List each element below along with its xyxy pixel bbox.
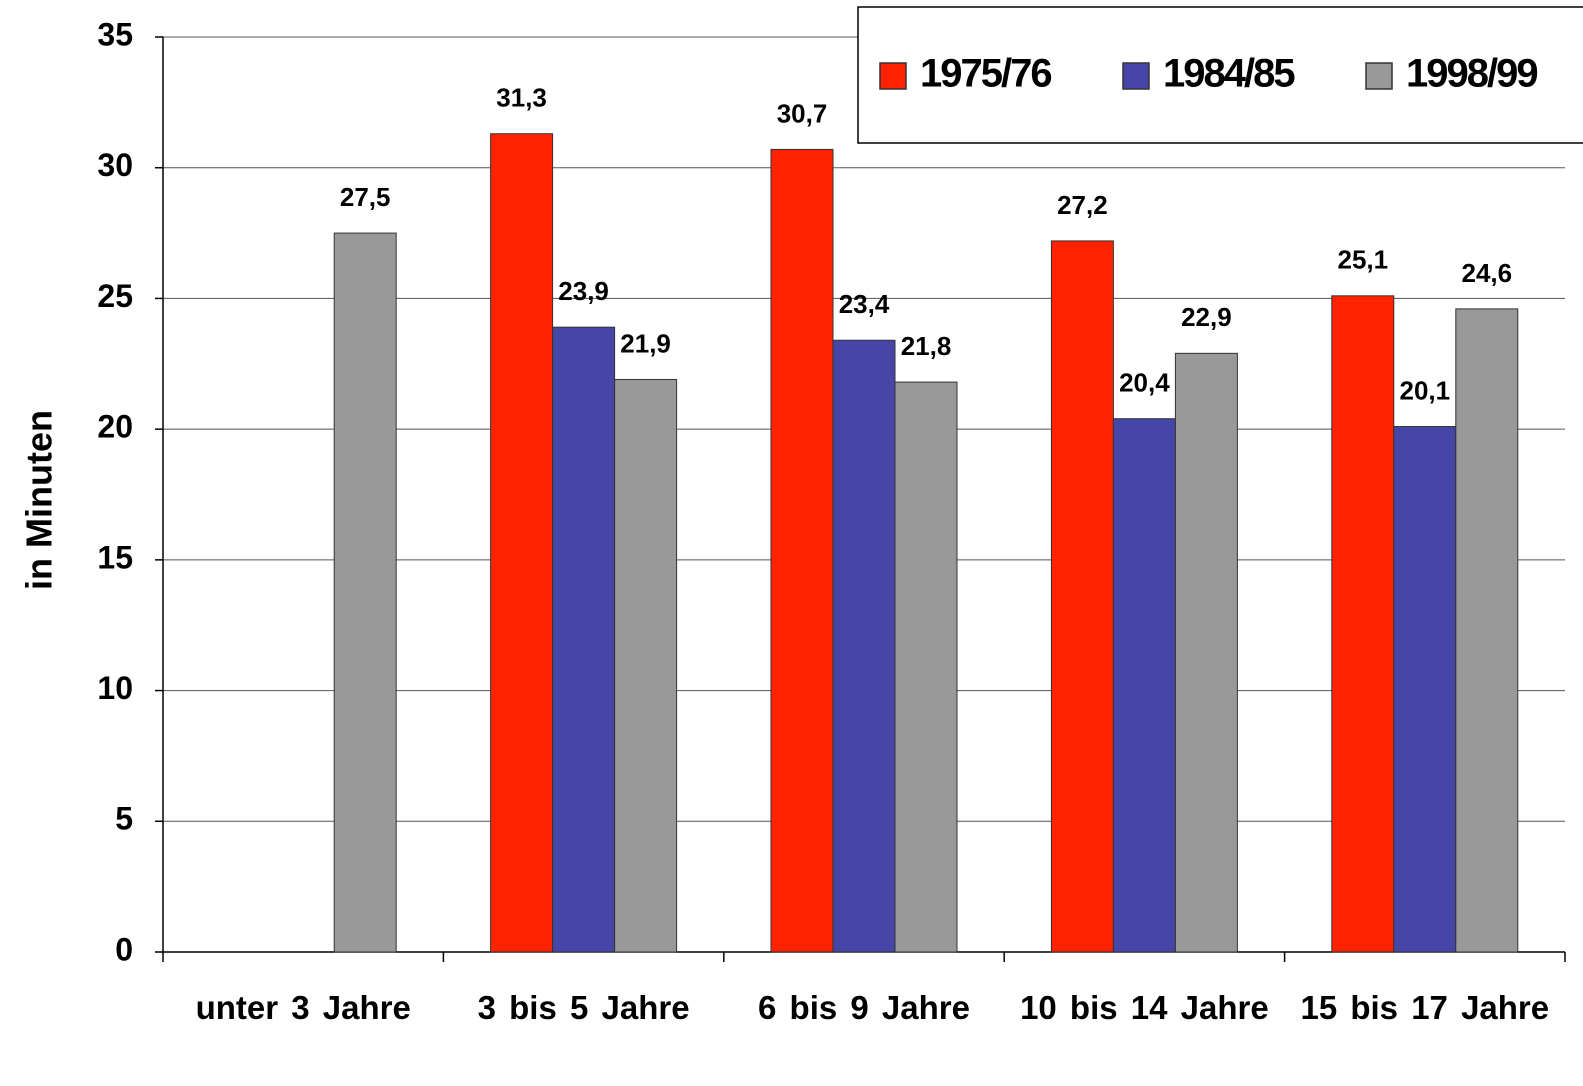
data-label: 27,5 [340,182,391,212]
bar [832,339,896,953]
legend-label: 1975/76 [920,52,1051,96]
data-label: 27,2 [1057,190,1108,220]
legend-label: 1984/85 [1163,52,1295,96]
y-tick-label: 5 [115,801,133,837]
data-label: 20,4 [1119,368,1170,398]
y-axis-title: in Minuten [19,410,60,590]
data-label: 23,4 [839,289,890,319]
y-tick-label: 0 [115,931,133,967]
legend-swatch [879,62,907,90]
data-label: 31,3 [496,83,547,113]
data-label: 21,8 [901,331,952,361]
y-tick-label: 30 [97,147,133,183]
bar [552,326,616,953]
y-tick-label: 15 [97,539,133,575]
data-label: 25,1 [1337,245,1388,275]
legend-swatch [1122,62,1150,90]
bar [1174,352,1238,953]
data-label: 24,6 [1461,258,1512,288]
y-tick-label: 20 [97,409,133,445]
bar [333,232,397,953]
y-tick-label: 35 [97,16,133,52]
x-tick-label: 3 bis 5 Jahre [477,989,690,1026]
y-tick-label: 25 [97,278,133,314]
legend-box [857,6,1583,144]
y-tick-label: 10 [97,670,133,706]
x-tick-label: unter 3 Jahre [195,989,411,1026]
bar [1331,295,1395,953]
bar [1112,418,1176,953]
data-label: 23,9 [558,276,609,306]
bar [894,381,958,953]
bar [1393,426,1457,953]
data-label: 30,7 [777,98,828,128]
data-label: 22,9 [1181,302,1232,332]
bar [770,148,834,953]
data-label: 21,9 [620,328,671,358]
bar [614,378,678,953]
legend-swatch [1365,62,1393,90]
x-tick-label: 15 bis 17 Jahre [1300,989,1550,1026]
bar [490,133,554,953]
bar [1050,240,1114,953]
legend-label: 1998/99 [1406,52,1537,96]
bar [1455,308,1519,953]
x-tick-label: 10 bis 14 Jahre [1020,989,1269,1026]
data-label: 20,1 [1399,375,1450,405]
x-tick-label: 6 bis 9 Jahre [758,989,970,1026]
